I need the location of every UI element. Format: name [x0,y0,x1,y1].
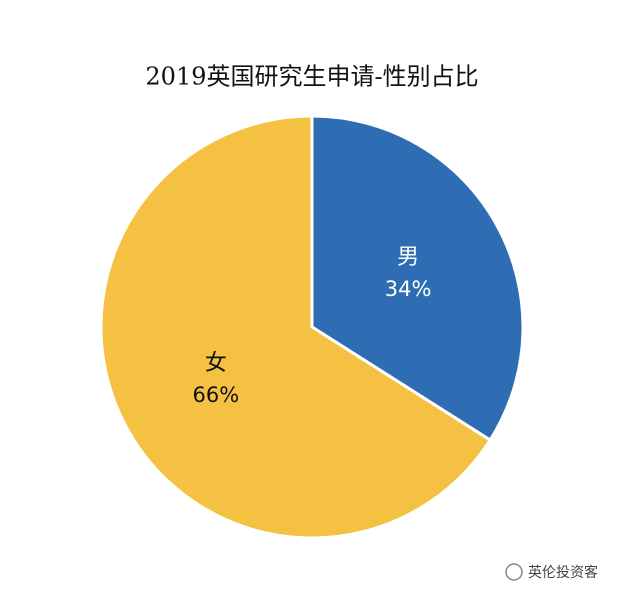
slice-category: 男 [397,245,419,270]
slice-value-label: 34% [385,277,432,301]
pie-slice [99,114,493,540]
slice-category: 女 [205,351,227,376]
slice-value-label: 66% [193,383,240,407]
source-icon [505,563,523,581]
chart-title: 2019英国研究生申请-性别占比 [145,63,478,91]
source-label: 英伦投资客 [528,564,598,581]
source-badge: 英伦投资客 [505,563,598,581]
